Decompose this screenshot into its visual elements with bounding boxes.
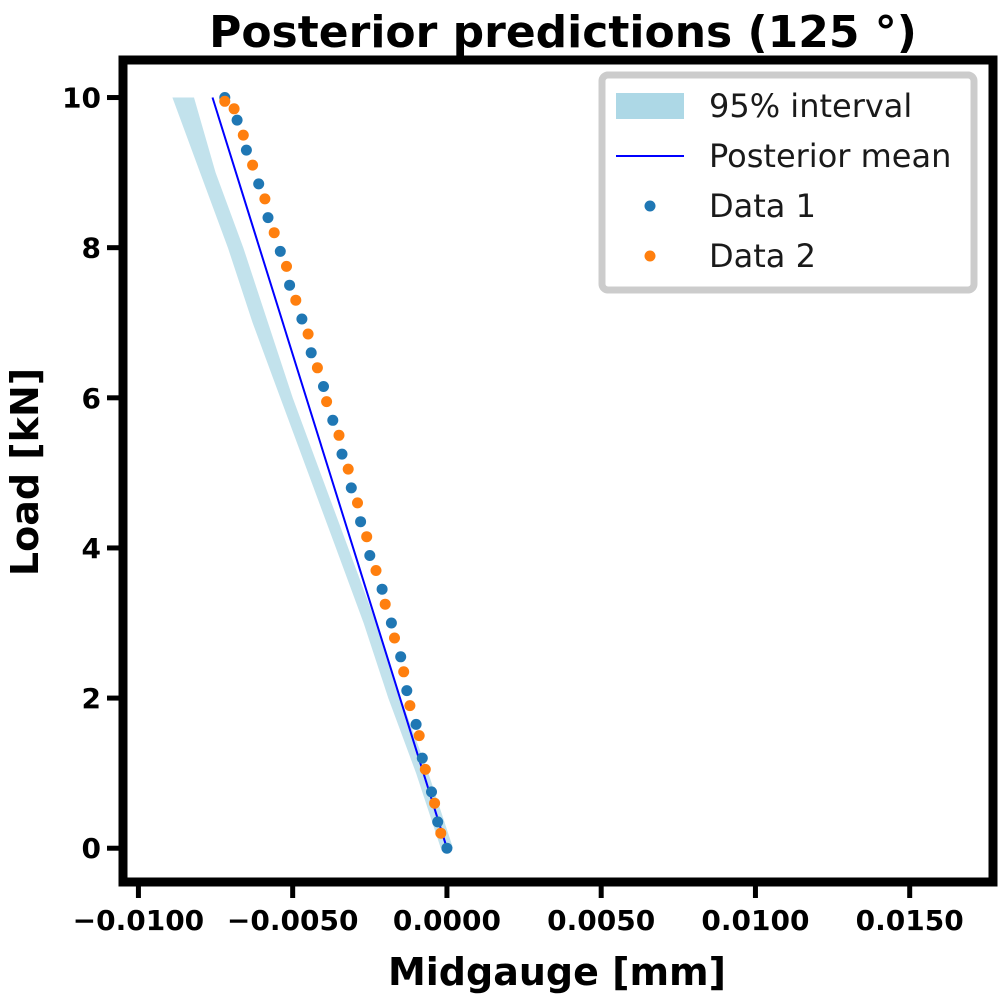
posterior-mean-line xyxy=(211,97,448,849)
data-2-point xyxy=(429,797,441,809)
data-1-point xyxy=(395,651,407,663)
chart-title: Posterior predictions (125 °) xyxy=(209,7,917,58)
y-tick-label: 8 xyxy=(82,232,101,265)
legend-label-95-interval: 95% interval xyxy=(709,87,912,125)
data-1-point xyxy=(284,279,296,291)
data-1-point xyxy=(305,347,317,359)
data-1-point xyxy=(432,816,444,828)
legend-swatch-95-interval xyxy=(616,93,684,119)
data-1-point xyxy=(385,617,397,629)
data-1-points xyxy=(219,92,453,854)
data-1-point xyxy=(336,448,348,460)
data-2-points xyxy=(219,95,447,839)
x-tick-label: −0.0100 xyxy=(73,904,205,937)
legend-label-posterior-mean: Posterior mean xyxy=(709,137,951,175)
data-1-point xyxy=(355,516,367,528)
data-2-point xyxy=(352,497,363,509)
y-tick-label: 0 xyxy=(82,832,101,865)
data-1-point xyxy=(364,550,376,561)
data-1-point xyxy=(262,212,274,224)
data-1-point xyxy=(318,381,329,392)
data-2-point xyxy=(413,730,425,742)
data-1-point xyxy=(416,752,428,764)
data-1-point xyxy=(345,482,357,494)
legend-box xyxy=(598,71,978,294)
data-1-point xyxy=(231,114,243,126)
data-2-point xyxy=(398,666,410,678)
data-2-point xyxy=(290,294,302,306)
x-tick-label: 0.0150 xyxy=(856,904,964,937)
x-tick-label: 0.0050 xyxy=(547,904,655,937)
data-1-point xyxy=(441,842,453,854)
data-2-point xyxy=(342,463,354,475)
y-tick-label: 4 xyxy=(82,532,101,565)
data-1-point xyxy=(296,313,308,325)
legend-label-data-2: Data 2 xyxy=(709,237,816,275)
data-1-point xyxy=(410,718,422,730)
data-1-point xyxy=(240,144,252,156)
data-1-point xyxy=(401,685,413,697)
data-2-point xyxy=(370,565,382,576)
y-axis-label: Load [kN] xyxy=(3,368,47,576)
x-tick-label: 0.0000 xyxy=(393,904,501,937)
y-tick-label: 10 xyxy=(62,82,101,115)
data-2-point xyxy=(228,103,240,115)
data-1-point xyxy=(426,786,437,798)
data-2-point xyxy=(237,129,249,141)
legend-swatch-data-2 xyxy=(644,250,656,262)
x-axis-label: Midgauge [mm] xyxy=(388,950,726,994)
data-2-point xyxy=(268,227,280,239)
x-tick-label: 0.0100 xyxy=(701,904,809,937)
data-2-point xyxy=(333,429,345,441)
data-2-point xyxy=(311,362,323,374)
axis-ticks: −0.0100 −0.0050 0.0000 0.0050 0.0100 0.0150 0 2… xyxy=(62,82,964,937)
legend-swatch-data-1 xyxy=(644,200,656,212)
data-2-point xyxy=(435,827,447,839)
data-2-point xyxy=(404,700,416,712)
data-1-point xyxy=(327,414,339,426)
data-2-point xyxy=(302,328,314,340)
data-1-point xyxy=(253,178,265,190)
plot-area xyxy=(172,92,454,854)
data-2-point xyxy=(259,193,271,205)
data-2-point xyxy=(379,598,391,610)
data-1-point xyxy=(376,583,388,595)
data-2-point xyxy=(419,763,431,775)
data-2-point xyxy=(321,396,333,408)
y-tick-label: 2 xyxy=(82,682,101,715)
legend: 95% interval Posterior mean Data 1 Data 2 xyxy=(598,71,978,294)
y-tick-label: 6 xyxy=(82,382,101,415)
x-tick-label: −0.0050 xyxy=(227,904,359,937)
interval-band xyxy=(172,97,454,849)
data-2-point xyxy=(247,159,259,171)
legend-label-data-1: Data 1 xyxy=(709,187,816,225)
data-1-point xyxy=(274,245,286,257)
data-2-point xyxy=(389,632,400,644)
data-2-point xyxy=(281,260,292,272)
data-2-point xyxy=(219,95,231,107)
data-2-point xyxy=(361,531,373,543)
plot-frame xyxy=(118,55,998,887)
